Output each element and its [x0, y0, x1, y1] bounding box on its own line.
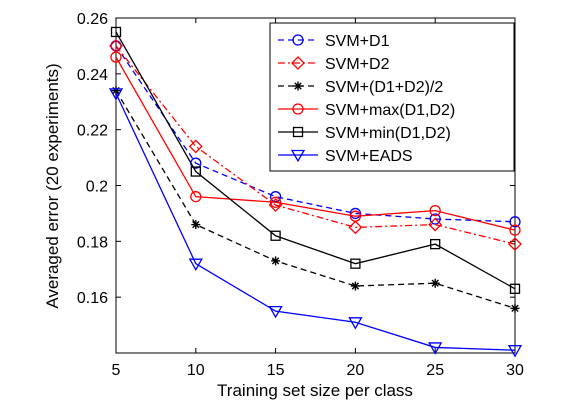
legend-marker: [291, 56, 305, 70]
data-point: [110, 26, 122, 38]
y-tick-label: 0.26: [77, 11, 108, 28]
series-5: [108, 88, 523, 358]
y-tick-label: 0.2: [86, 179, 108, 196]
data-point: [509, 283, 521, 294]
y-tick-label: 0.18: [77, 234, 108, 251]
legend-label: SVM+min(D1,D2): [325, 125, 451, 142]
axis-ticks: 5 10 15 20 25 30 0.16 0.18 0.2 0.22 0.24 0.26: [77, 11, 524, 379]
data-point: [508, 237, 522, 252]
data-point: [509, 224, 521, 236]
x-tick-label: 10: [187, 362, 205, 379]
data-point: [108, 88, 124, 101]
legend-item: SVM+EADS: [278, 148, 413, 165]
legend-label: SVM+(D1+D2)/2: [325, 79, 443, 96]
legend-box: [269, 22, 515, 172]
legend-marker: [293, 81, 303, 91]
data-point: [350, 258, 361, 269]
data-point: [510, 303, 520, 313]
legend-label: SVM+D2: [325, 56, 390, 73]
data-point: [428, 217, 443, 232]
series-4: [110, 26, 521, 294]
legend-marker: [290, 149, 306, 163]
legend: SVM+D1 SVM+D2 SVM+(D1+D2)/2 SVM+max(D1,D2) S…: [269, 22, 515, 172]
series-line: [115, 56, 516, 231]
data-point: [349, 207, 362, 220]
data-point: [430, 238, 441, 250]
data-point: [270, 230, 281, 241]
data-point: [190, 166, 201, 177]
series-2: [111, 86, 520, 313]
legend-marker: [292, 103, 304, 115]
data-point: [190, 191, 202, 203]
series-line: [115, 45, 516, 245]
x-tick-label: 5: [112, 362, 121, 379]
legend-item: SVM+max(D1,D2): [278, 102, 455, 119]
series-line: [115, 31, 516, 290]
data-point: [268, 305, 283, 319]
data-point: [507, 345, 523, 358]
data-point: [110, 40, 122, 52]
data-point: [188, 139, 203, 154]
data-point: [191, 220, 201, 230]
x-tick-label: 15: [267, 362, 285, 379]
legend-item: SVM+min(D1,D2): [278, 125, 451, 142]
series-line: [115, 90, 516, 309]
data-point: [348, 317, 363, 330]
x-tick-label: 30: [506, 362, 524, 379]
data-point: [269, 196, 282, 208]
data-point: [350, 281, 360, 291]
data-point: [430, 278, 440, 288]
legend-item: SVM+D2: [278, 56, 390, 73]
series-line: [115, 45, 516, 223]
x-axis-label: Training set size per class: [217, 381, 413, 400]
x-tick-label: 20: [347, 362, 365, 379]
legend-label: SVM+EADS: [325, 148, 413, 165]
x-tick-label: 25: [426, 362, 444, 379]
data-point: [271, 256, 281, 266]
series-line: [115, 93, 516, 351]
data-point: [509, 216, 521, 228]
legend-label: SVM+D1: [325, 33, 390, 50]
series-layer: [108, 26, 523, 358]
y-tick-label: 0.16: [77, 290, 108, 307]
y-tick-label: 0.24: [77, 67, 108, 84]
legend-item: SVM+(D1+D2)/2: [278, 79, 443, 96]
series-3: [110, 51, 521, 236]
data-point: [348, 220, 363, 235]
data-point: [188, 258, 203, 271]
legend-marker: [292, 34, 304, 46]
y-tick-label: 0.22: [77, 123, 108, 140]
legend-item: SVM+D1: [278, 33, 390, 50]
data-point: [349, 210, 362, 222]
data-point: [110, 51, 122, 63]
data-point: [429, 204, 441, 217]
y-axis-label: Averaged error (20 experiments): [43, 63, 62, 308]
legend-label: SVM+max(D1,D2): [325, 102, 455, 119]
data-point: [428, 342, 443, 355]
legend-marker: [292, 126, 304, 138]
